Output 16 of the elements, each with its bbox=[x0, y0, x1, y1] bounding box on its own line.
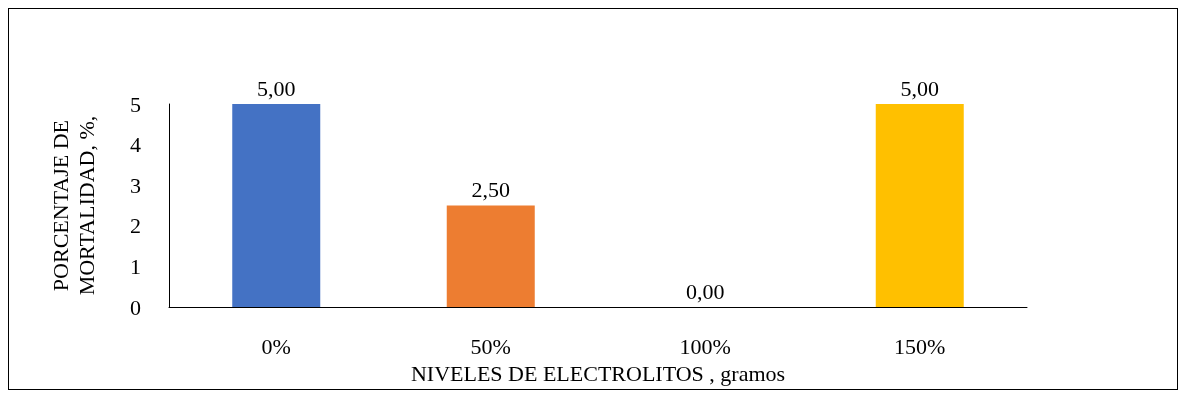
x-tick-label: 0% bbox=[261, 333, 291, 359]
y-tick-label: 5 bbox=[130, 91, 141, 117]
x-axis-title: NIVELES DE ELECTROLITOS , gramos bbox=[410, 360, 786, 386]
x-tick-label: 100% bbox=[679, 333, 731, 359]
y-tick-label: 0 bbox=[130, 294, 141, 320]
data-label: 5,00 bbox=[257, 75, 296, 101]
data-label: 5,00 bbox=[900, 75, 939, 101]
data-label: 0,00 bbox=[686, 278, 725, 304]
y-tick-label: 4 bbox=[130, 132, 141, 158]
y-tick-label: 3 bbox=[130, 172, 141, 198]
x-tick-label: 50% bbox=[470, 333, 511, 359]
y-axis-title: PORCENTAJE DE MORTALIDAD, %, bbox=[47, 115, 99, 296]
x-tick-label: 150% bbox=[894, 333, 946, 359]
y-tick-label: 2 bbox=[130, 213, 141, 239]
data-label: 2,50 bbox=[471, 177, 510, 203]
y-tick-label: 1 bbox=[130, 253, 141, 279]
